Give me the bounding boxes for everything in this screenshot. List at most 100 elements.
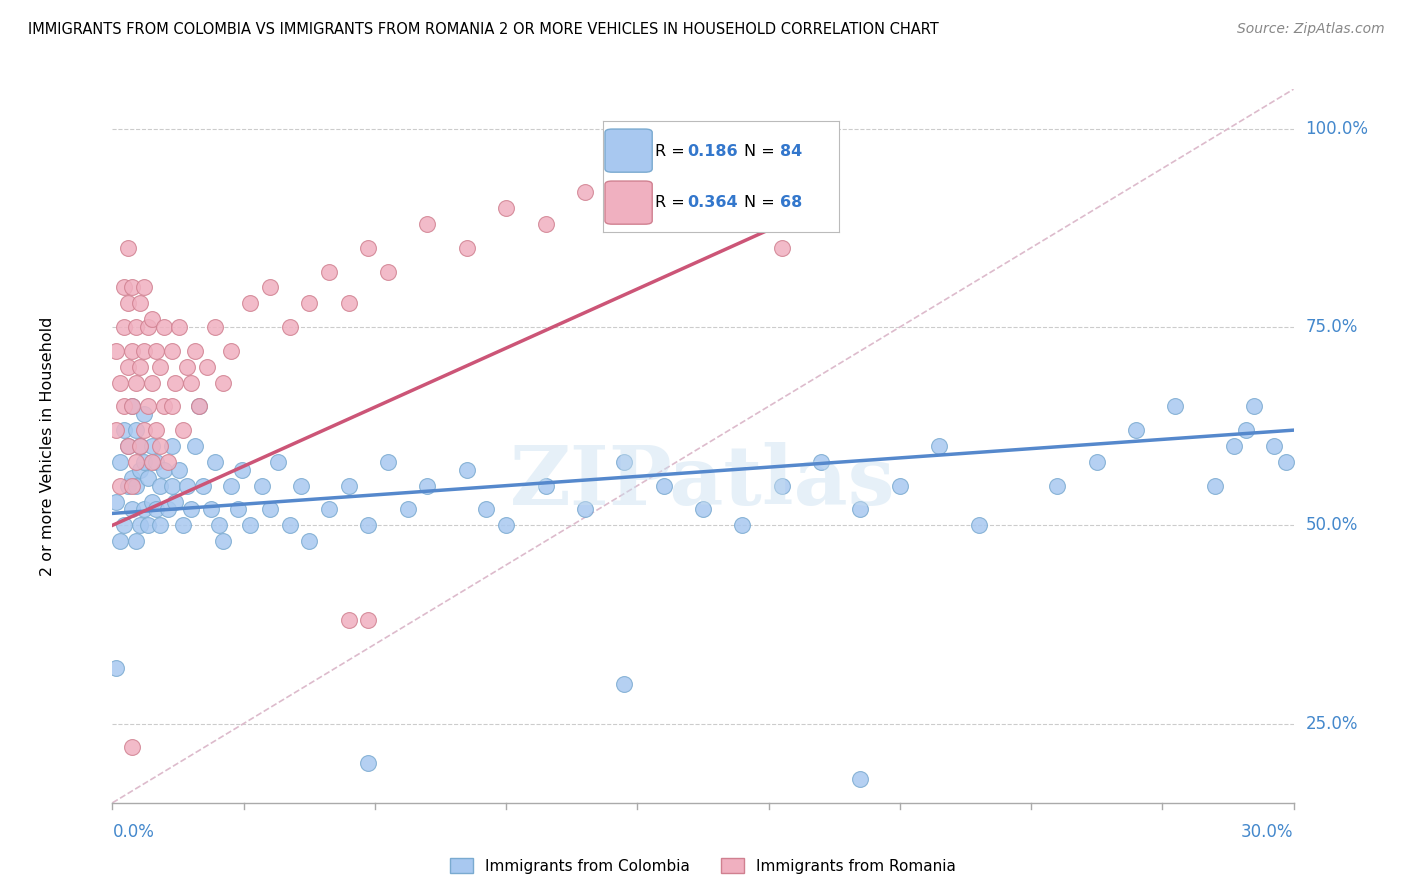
Point xyxy=(534,478,557,492)
Point xyxy=(574,186,596,200)
Point xyxy=(117,296,139,310)
Point xyxy=(125,478,148,492)
Point xyxy=(129,518,152,533)
Point xyxy=(692,502,714,516)
Point xyxy=(169,320,191,334)
Point xyxy=(357,614,380,628)
Point xyxy=(318,264,340,278)
Point xyxy=(125,320,148,334)
Point xyxy=(121,478,143,492)
Point xyxy=(112,320,135,334)
Point xyxy=(149,518,172,533)
Point xyxy=(121,280,143,294)
Text: Source: ZipAtlas.com: Source: ZipAtlas.com xyxy=(1237,22,1385,37)
Point xyxy=(121,471,143,485)
Point xyxy=(357,241,380,255)
Point xyxy=(117,359,139,374)
Point xyxy=(416,217,439,231)
Point xyxy=(180,502,202,516)
Point xyxy=(1046,478,1069,492)
Point xyxy=(160,439,183,453)
Point xyxy=(928,439,950,453)
Point xyxy=(613,455,636,469)
Point xyxy=(337,614,360,628)
Point xyxy=(152,400,174,414)
Point xyxy=(121,502,143,516)
Point xyxy=(129,439,152,453)
Point xyxy=(132,280,155,294)
Point xyxy=(145,502,167,516)
Point xyxy=(337,478,360,492)
Point xyxy=(132,343,155,358)
Point xyxy=(278,518,301,533)
Point xyxy=(152,320,174,334)
Point xyxy=(456,463,478,477)
Text: 2 or more Vehicles in Household: 2 or more Vehicles in Household xyxy=(39,317,55,575)
Point xyxy=(770,478,793,492)
Point xyxy=(145,423,167,437)
Point xyxy=(574,502,596,516)
Point xyxy=(396,502,419,516)
Point xyxy=(416,478,439,492)
Point xyxy=(160,343,183,358)
Point xyxy=(117,439,139,453)
Point xyxy=(110,455,132,469)
Point xyxy=(357,756,380,771)
Point xyxy=(534,217,557,231)
Point xyxy=(132,407,155,421)
Point xyxy=(156,502,179,516)
Text: 75.0%: 75.0% xyxy=(1305,318,1358,336)
Point xyxy=(298,296,321,310)
Point xyxy=(259,502,281,516)
Point xyxy=(889,478,911,492)
Point xyxy=(117,478,139,492)
Point xyxy=(141,376,163,390)
Point xyxy=(129,439,152,453)
Point xyxy=(290,478,312,492)
Point xyxy=(456,241,478,255)
Point xyxy=(176,478,198,492)
Point xyxy=(188,400,211,414)
Point xyxy=(652,217,675,231)
Point xyxy=(132,423,155,437)
Text: 30.0%: 30.0% xyxy=(1241,822,1294,840)
Point xyxy=(112,280,135,294)
Point xyxy=(228,502,250,516)
Point xyxy=(172,423,194,437)
Point xyxy=(1204,478,1226,492)
Point xyxy=(1164,400,1187,414)
Point xyxy=(141,494,163,508)
Point xyxy=(613,201,636,215)
Point xyxy=(129,359,152,374)
Point xyxy=(259,280,281,294)
Point xyxy=(112,518,135,533)
Point xyxy=(250,478,273,492)
Point xyxy=(125,423,148,437)
Point xyxy=(1085,455,1108,469)
Point xyxy=(112,400,135,414)
Point xyxy=(211,534,233,549)
Point xyxy=(105,494,128,508)
Point xyxy=(105,343,128,358)
Point xyxy=(204,320,226,334)
Point xyxy=(112,423,135,437)
Point xyxy=(318,502,340,516)
Point xyxy=(180,376,202,390)
Point xyxy=(129,463,152,477)
Point xyxy=(136,471,159,485)
Point xyxy=(613,677,636,691)
Point xyxy=(377,264,399,278)
Point xyxy=(117,241,139,255)
Point xyxy=(298,534,321,549)
Point xyxy=(211,376,233,390)
Point xyxy=(495,201,517,215)
Point xyxy=(219,343,242,358)
Point xyxy=(105,661,128,675)
Point xyxy=(849,502,872,516)
Point xyxy=(172,518,194,533)
Point xyxy=(231,463,253,477)
Point xyxy=(176,359,198,374)
Point xyxy=(156,455,179,469)
Point xyxy=(125,376,148,390)
Point xyxy=(195,359,218,374)
